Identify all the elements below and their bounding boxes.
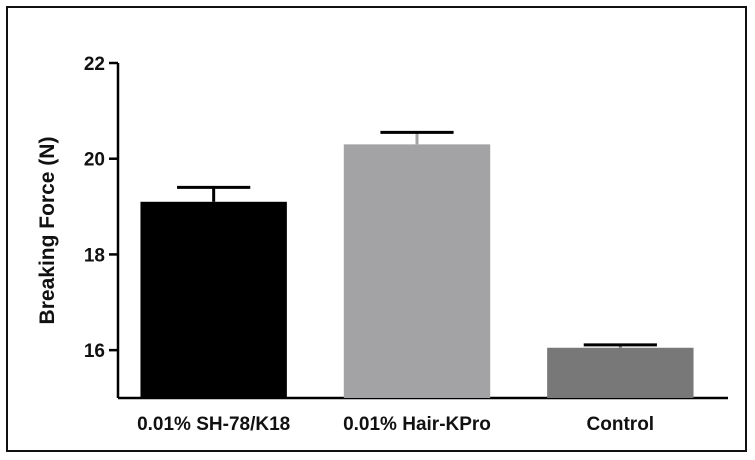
- x-tick-label: 0.01% Hair-KPro: [343, 414, 491, 435]
- y-tick-label: 16: [84, 341, 105, 362]
- bar: [547, 347, 694, 398]
- bar: [140, 201, 287, 398]
- error-bars: [177, 130, 657, 348]
- x-tick-label: Control: [587, 414, 655, 435]
- y-tick-label: 18: [84, 245, 105, 266]
- chart-frame: 16 18 20 22 0.01% SH-78/K18 0.01% Hair-KPro C…: [6, 6, 747, 452]
- x-tick-label: 0.01% SH-78/K18: [137, 414, 290, 435]
- y-tick-label: 22: [84, 54, 105, 75]
- bars: [140, 144, 694, 398]
- bar: [343, 144, 491, 398]
- x-axis-labels: 0.01% SH-78/K18 0.01% Hair-KPro Control: [137, 414, 654, 435]
- y-axis-ticks: 16 18 20 22: [84, 54, 118, 362]
- y-tick-label: 20: [84, 150, 105, 171]
- y-axis-label: Breaking Force (N): [36, 137, 59, 325]
- bar-chart: 16 18 20 22 0.01% SH-78/K18 0.01% Hair-KPro C…: [36, 54, 728, 435]
